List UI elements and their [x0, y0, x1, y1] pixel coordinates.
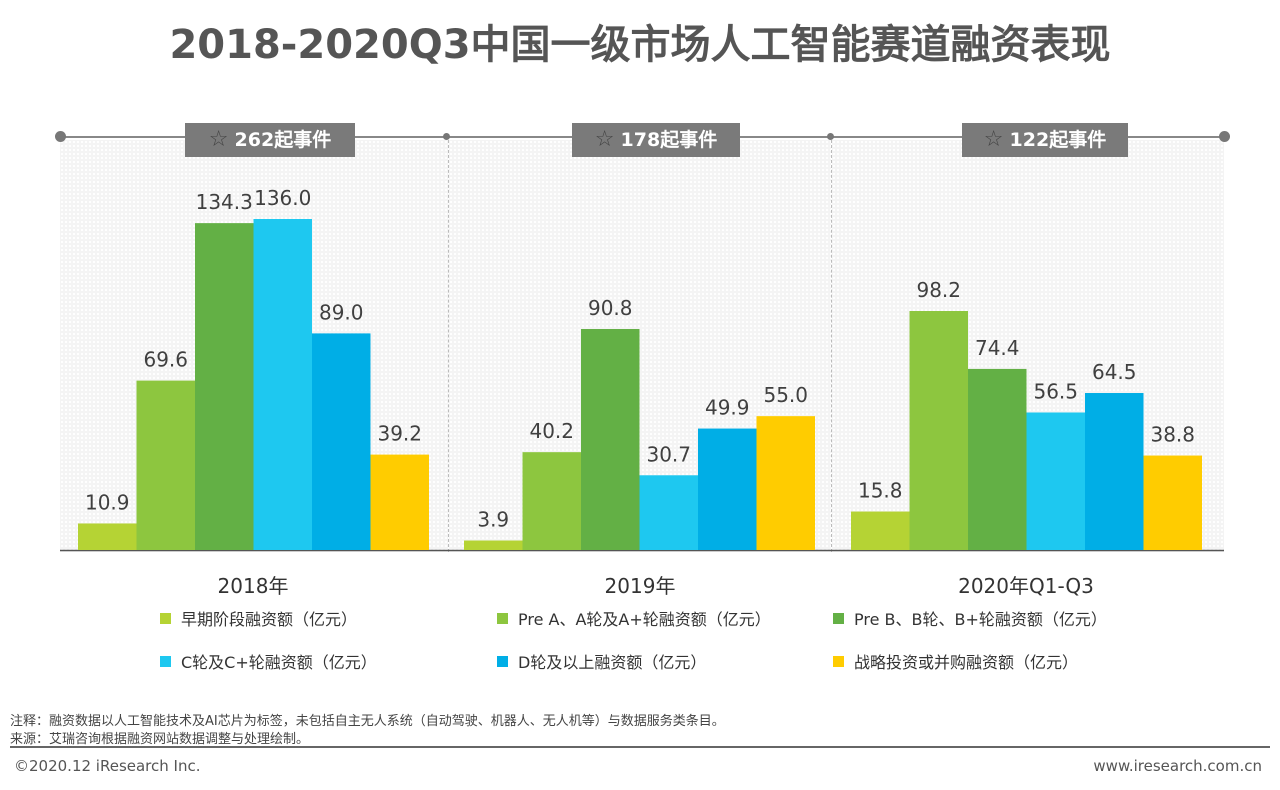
footer-rule — [10, 746, 1270, 748]
bar — [136, 380, 195, 550]
bar — [581, 329, 640, 550]
x-tick-label: 2019年 — [604, 574, 676, 598]
data-label: 39.2 — [377, 422, 422, 446]
legend-swatch — [497, 612, 508, 624]
bar — [78, 523, 137, 550]
badge-text: 262起事件 — [234, 129, 332, 151]
badge-text: 178起事件 — [620, 129, 718, 151]
data-label: 134.3 — [196, 190, 253, 214]
legend-item: Pre B、B轮、B+轮融资额（亿元） — [833, 606, 1107, 630]
legend-item: Pre A、A轮及A+轮融资额（亿元） — [497, 606, 771, 630]
data-label: 40.2 — [529, 419, 574, 443]
legend-label: C轮及C+轮融资额（亿元） — [181, 653, 377, 672]
legend-item: 战略投资或并购融资额（亿元） — [833, 649, 1078, 673]
chart-title: 2018-2020Q3中国一级市场人工智能赛道融资表现 — [169, 22, 1111, 68]
star-icon: ☆ — [594, 127, 615, 152]
bar — [253, 219, 312, 550]
bar — [370, 454, 429, 550]
data-label: 38.8 — [1150, 423, 1195, 447]
data-label: 98.2 — [916, 278, 961, 302]
bar — [698, 428, 757, 550]
divider — [448, 140, 449, 552]
legend-label: 早期阶段融资额（亿元） — [181, 610, 358, 629]
legend-swatch — [497, 655, 508, 667]
event-count-badge: ☆ 122起事件 — [962, 123, 1128, 157]
data-label: 69.6 — [143, 348, 188, 372]
legend-swatch — [160, 612, 171, 624]
data-label: 74.4 — [975, 336, 1020, 360]
website-link[interactable]: www.iresearch.com.cn — [1093, 757, 1262, 775]
timeline-dot — [827, 133, 834, 140]
bar — [1085, 393, 1144, 550]
bar — [1143, 455, 1202, 550]
timeline-dot — [443, 133, 450, 140]
x-tick-label: 2020年Q1-Q3 — [958, 574, 1094, 598]
divider — [831, 140, 832, 552]
data-label: 15.8 — [858, 479, 903, 503]
event-count-badge: ☆ 178起事件 — [572, 123, 740, 157]
x-tick-label: 2018年 — [217, 574, 289, 598]
bar — [522, 452, 581, 550]
data-label: 49.9 — [705, 396, 750, 420]
legend-item: 早期阶段融资额（亿元） — [160, 606, 357, 630]
data-label: 56.5 — [1033, 379, 1078, 403]
legend-item: D轮及以上融资额（亿元） — [497, 649, 706, 673]
source-text: 来源：艾瑞咨询根据融资网站数据调整与处理绘制。 — [10, 732, 310, 747]
note-text: 注释：融资数据以人工智能技术及AI芯片为标签，未包括自主无人系统（自动驾驶、机器… — [10, 714, 725, 729]
bar — [639, 475, 698, 550]
badge-text: 122起事件 — [1009, 129, 1107, 151]
legend-swatch — [160, 655, 171, 667]
data-label: 10.9 — [85, 490, 130, 514]
data-label: 55.0 — [763, 383, 808, 407]
data-label: 30.7 — [646, 442, 691, 466]
legend-swatch — [833, 655, 844, 667]
timeline-dot — [55, 131, 66, 142]
bar — [1026, 412, 1085, 550]
bar — [195, 223, 254, 550]
data-label: 136.0 — [254, 186, 311, 210]
legend-swatch — [833, 612, 844, 624]
legend-label: 战略投资或并购融资额（亿元） — [854, 653, 1079, 672]
event-count-badge: ☆ 262起事件 — [185, 123, 355, 157]
copyright: ©2020.12 iResearch Inc. — [14, 757, 201, 775]
star-icon: ☆ — [208, 127, 229, 152]
bar — [312, 333, 371, 550]
data-label: 64.5 — [1092, 360, 1137, 384]
bar — [464, 540, 523, 550]
legend-label: Pre B、B轮、B+轮融资额（亿元） — [854, 610, 1107, 629]
bar — [756, 416, 815, 550]
legend-label: D轮及以上融资额（亿元） — [518, 653, 707, 672]
legend-item: C轮及C+轮融资额（亿元） — [160, 649, 377, 673]
bar — [909, 310, 968, 550]
timeline-dot — [1219, 131, 1230, 142]
data-label: 89.0 — [319, 300, 364, 324]
data-label: 3.9 — [477, 508, 509, 532]
legend-label: Pre A、A轮及A+轮融资额（亿元） — [518, 610, 771, 629]
bar — [968, 368, 1027, 550]
data-label: 90.8 — [588, 296, 633, 320]
bar — [851, 511, 910, 550]
panel-2020 — [832, 140, 1224, 552]
star-icon: ☆ — [983, 127, 1004, 152]
